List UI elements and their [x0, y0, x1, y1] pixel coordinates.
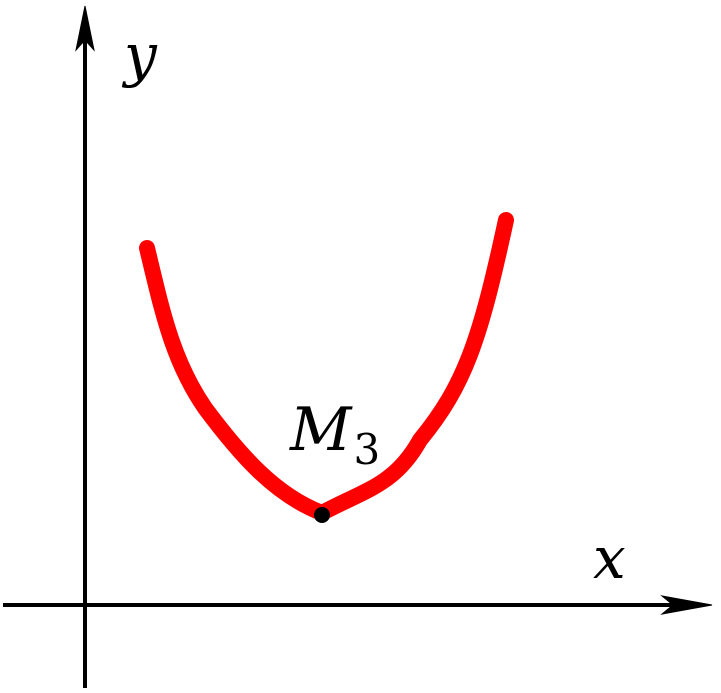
point-label: M3 — [289, 395, 380, 474]
minimum-point — [314, 507, 330, 523]
x-axis-label: x — [593, 524, 626, 592]
point-label-name: M — [289, 395, 353, 465]
y-axis-label: y — [121, 21, 158, 89]
x-axis-arrow-icon — [660, 595, 713, 615]
y-axis-arrow-icon — [75, 5, 95, 52]
curve — [139, 212, 514, 521]
point-label-subscript: 3 — [353, 425, 380, 474]
